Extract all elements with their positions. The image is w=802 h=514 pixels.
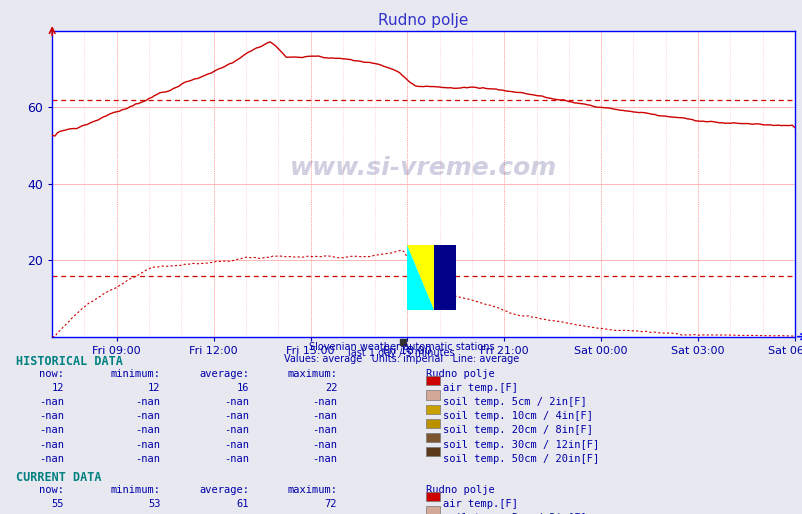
Text: 72: 72 (324, 499, 337, 509)
Text: -nan: -nan (312, 397, 337, 407)
Text: maximum:: maximum: (287, 369, 337, 379)
Text: -nan: -nan (39, 397, 64, 407)
Text: now:: now: (39, 369, 64, 379)
Text: Rudno polje: Rudno polje (425, 369, 494, 379)
Text: now:: now: (39, 485, 64, 495)
Text: HISTORICAL DATA: HISTORICAL DATA (16, 355, 123, 369)
Text: 12: 12 (148, 383, 160, 393)
Text: -nan: -nan (136, 454, 160, 464)
Text: -nan: -nan (312, 411, 337, 421)
Text: air temp.[F]: air temp.[F] (443, 383, 517, 393)
Text: 53: 53 (148, 499, 160, 509)
Text: soil temp. 30cm / 12in[F]: soil temp. 30cm / 12in[F] (443, 439, 599, 450)
Text: -nan: -nan (224, 426, 249, 435)
Text: Rudno polje: Rudno polje (425, 485, 494, 495)
Text: -nan: -nan (312, 439, 337, 450)
Text: -nan: -nan (224, 513, 249, 514)
Text: -nan: -nan (224, 439, 249, 450)
Text: 12: 12 (51, 383, 64, 393)
Text: -nan: -nan (224, 411, 249, 421)
Bar (425, 506, 439, 514)
Text: -nan: -nan (39, 426, 64, 435)
Text: soil temp. 5cm / 2in[F]: soil temp. 5cm / 2in[F] (443, 397, 586, 407)
Text: 22: 22 (324, 383, 337, 393)
Bar (425, 447, 439, 456)
Polygon shape (407, 245, 434, 310)
Text: -nan: -nan (39, 454, 64, 464)
Title: Rudno polje: Rudno polje (378, 13, 468, 28)
Text: soil temp. 50cm / 20in[F]: soil temp. 50cm / 20in[F] (443, 454, 599, 464)
Polygon shape (407, 245, 434, 310)
Text: 61: 61 (236, 499, 249, 509)
Text: -nan: -nan (39, 439, 64, 450)
Text: -nan: -nan (136, 411, 160, 421)
Text: minimum:: minimum: (111, 485, 160, 495)
Text: soil temp. 20cm / 8in[F]: soil temp. 20cm / 8in[F] (443, 426, 593, 435)
Text: -nan: -nan (312, 454, 337, 464)
Text: -nan: -nan (312, 513, 337, 514)
Text: average:: average: (199, 485, 249, 495)
Text: -nan: -nan (39, 513, 64, 514)
Text: -nan: -nan (224, 397, 249, 407)
Bar (425, 419, 439, 428)
Text: -nan: -nan (136, 439, 160, 450)
Text: www.si-vreme.com: www.si-vreme.com (290, 156, 557, 180)
Text: 55: 55 (51, 499, 64, 509)
Text: soil temp. 10cm / 4in[F]: soil temp. 10cm / 4in[F] (443, 411, 593, 421)
Text: maximum:: maximum: (287, 485, 337, 495)
Text: Slovenian weather automatic stations: Slovenian weather automatic stations (308, 342, 494, 352)
Bar (425, 405, 439, 414)
Text: soil temp. 5cm / 2in[F]: soil temp. 5cm / 2in[F] (443, 513, 586, 514)
Bar (425, 433, 439, 442)
Bar (425, 391, 439, 399)
Bar (425, 376, 439, 386)
Text: -nan: -nan (312, 426, 337, 435)
Text: -nan: -nan (136, 513, 160, 514)
Text: 16: 16 (236, 383, 249, 393)
Text: -nan: -nan (224, 454, 249, 464)
Text: last 1 day / 5 minutes: last 1 day / 5 minutes (348, 348, 454, 358)
Text: Values: average   Units: imperial   Line: average: Values: average Units: imperial Line: av… (284, 354, 518, 364)
Bar (434, 245, 456, 310)
Text: air temp.[F]: air temp.[F] (443, 499, 517, 509)
Text: -nan: -nan (39, 411, 64, 421)
Text: minimum:: minimum: (111, 369, 160, 379)
Text: -nan: -nan (136, 426, 160, 435)
Text: average:: average: (199, 369, 249, 379)
Text: CURRENT DATA: CURRENT DATA (16, 471, 101, 484)
Bar (425, 492, 439, 502)
Text: -nan: -nan (136, 397, 160, 407)
